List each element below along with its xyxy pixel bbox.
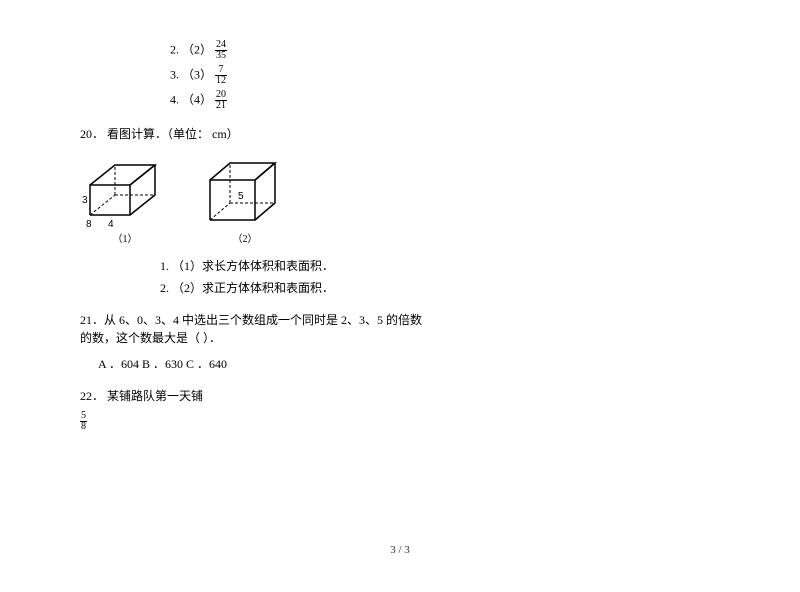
q22-label: 22． [80, 389, 104, 403]
item-number: 4. [170, 92, 179, 106]
q21-label: 21． [80, 313, 104, 327]
cuboid-diagram: 3 8 4 [80, 155, 170, 230]
item-number: 2. [170, 42, 179, 56]
list-item-2: 2. （2） 24 35 [80, 40, 720, 61]
dim-d: 8 [86, 219, 92, 230]
item-paren: （3） [182, 67, 212, 81]
dim-cube: 5 [238, 191, 244, 202]
q21-choices: A ．604 B ．630 C ．640 [98, 355, 720, 373]
frac-bot: 21 [215, 101, 227, 111]
question-21: 21．从 6、0、3、4 中选出三个数组成一个同时是 2、3、5 的倍数 [80, 311, 720, 329]
question-22: 22． 某铺路队第一天铺 [80, 387, 720, 405]
q21-line1a: 从 6、0、3、4 中选出三个数组成一个同时是 [104, 313, 341, 327]
figure-1: 3 8 4 （1） [80, 155, 170, 247]
sub-text: （2）求正方体体积和表面积． [172, 281, 334, 295]
fraction: 5 8 [80, 411, 87, 432]
fig2-caption: （2） [200, 232, 290, 247]
fraction: 7 12 [215, 65, 227, 86]
dim-w: 4 [108, 219, 114, 230]
item-number: 3. [170, 67, 179, 81]
figure-2: 5 （2） [200, 155, 290, 247]
item-paren: （2） [182, 42, 212, 56]
q22-text: 某铺路队第一天铺 [107, 389, 203, 403]
q20-label: 20． [80, 127, 104, 141]
fraction: 20 21 [215, 90, 227, 111]
dim-h: 3 [82, 195, 88, 206]
q20-sub-1: 1. （1）求长方体体积和表面积． [80, 257, 720, 275]
fraction: 24 35 [215, 40, 227, 61]
frac-bot: 12 [215, 76, 227, 86]
q22-fraction-line: 5 8 [80, 411, 720, 432]
q21-line2: 的数，这个数最大是（ ）． [80, 329, 720, 347]
question-20: 20． 看图计算．（单位： cm） [80, 125, 720, 143]
q20-text: 看图计算．（单位： cm） [107, 127, 239, 141]
cube-diagram: 5 [200, 155, 290, 230]
frac-bot: 8 [80, 422, 87, 432]
list-item-4: 4. （4） 20 21 [80, 90, 720, 111]
fig1-caption: （1） [80, 232, 170, 247]
q20-sub-2: 2. （2）求正方体体积和表面积． [80, 279, 720, 297]
frac-bot: 35 [215, 51, 227, 61]
sub-text: （1）求长方体体积和表面积． [172, 259, 334, 273]
item-paren: （4） [182, 92, 212, 106]
q21-line1b: 2、3、5 的倍数 [341, 313, 422, 327]
figures-row: 3 8 4 （1） 5 （2） [80, 155, 720, 247]
page-footer: 3 / 3 [0, 542, 800, 559]
sub-number: 2. [160, 281, 169, 295]
list-item-3: 3. （3） 7 12 [80, 65, 720, 86]
sub-number: 1. [160, 259, 169, 273]
